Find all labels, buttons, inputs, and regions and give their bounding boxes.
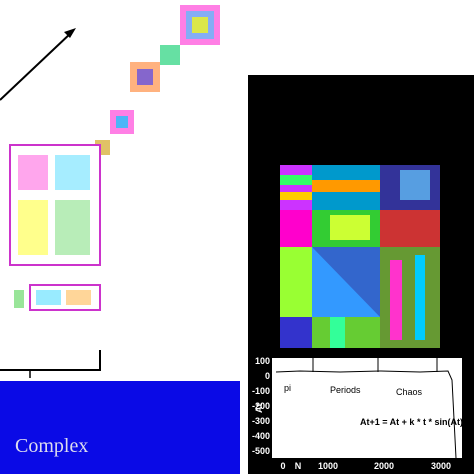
y-tick-label: -400 (252, 431, 270, 441)
time-series-line (275, 370, 457, 459)
label-band (0, 378, 240, 474)
bracket (0, 350, 101, 371)
arrow (0, 31, 73, 101)
y-axis-label: At (254, 404, 264, 414)
y-tick-label: 0 (265, 371, 270, 381)
y-tick-label: -200 (252, 401, 270, 411)
arrow-head (64, 28, 76, 38)
equation: At+1 = At + k * t * sin(At) (360, 417, 463, 427)
y-tick-label: 100 (255, 356, 270, 366)
y-tick-label: -100 (252, 386, 270, 396)
x-tick-label: 1000 (318, 461, 338, 471)
left-label: Complex (15, 435, 88, 457)
y-tick-label: -300 (252, 416, 270, 426)
annotation: Periods (330, 385, 361, 395)
time-series-plot (272, 358, 462, 458)
left-recurrence-plot (9, 5, 220, 311)
y-ticks: 100 0 -100 -200 -300 -400 -500 (252, 356, 270, 456)
x-tick-label: 2000 (374, 461, 394, 471)
label-band-edge (0, 378, 240, 381)
annotation: Chaos (396, 387, 423, 397)
x-tick-label: N (295, 461, 302, 471)
x-ticks: 0 N 1000 2000 3000 (280, 461, 451, 471)
y-tick-label: -500 (252, 446, 270, 456)
right-recurrence-plot (280, 165, 440, 348)
x-tick-label: 3000 (431, 461, 451, 471)
x-tick-label: 0 (280, 461, 285, 471)
annotation: pi (284, 383, 291, 393)
